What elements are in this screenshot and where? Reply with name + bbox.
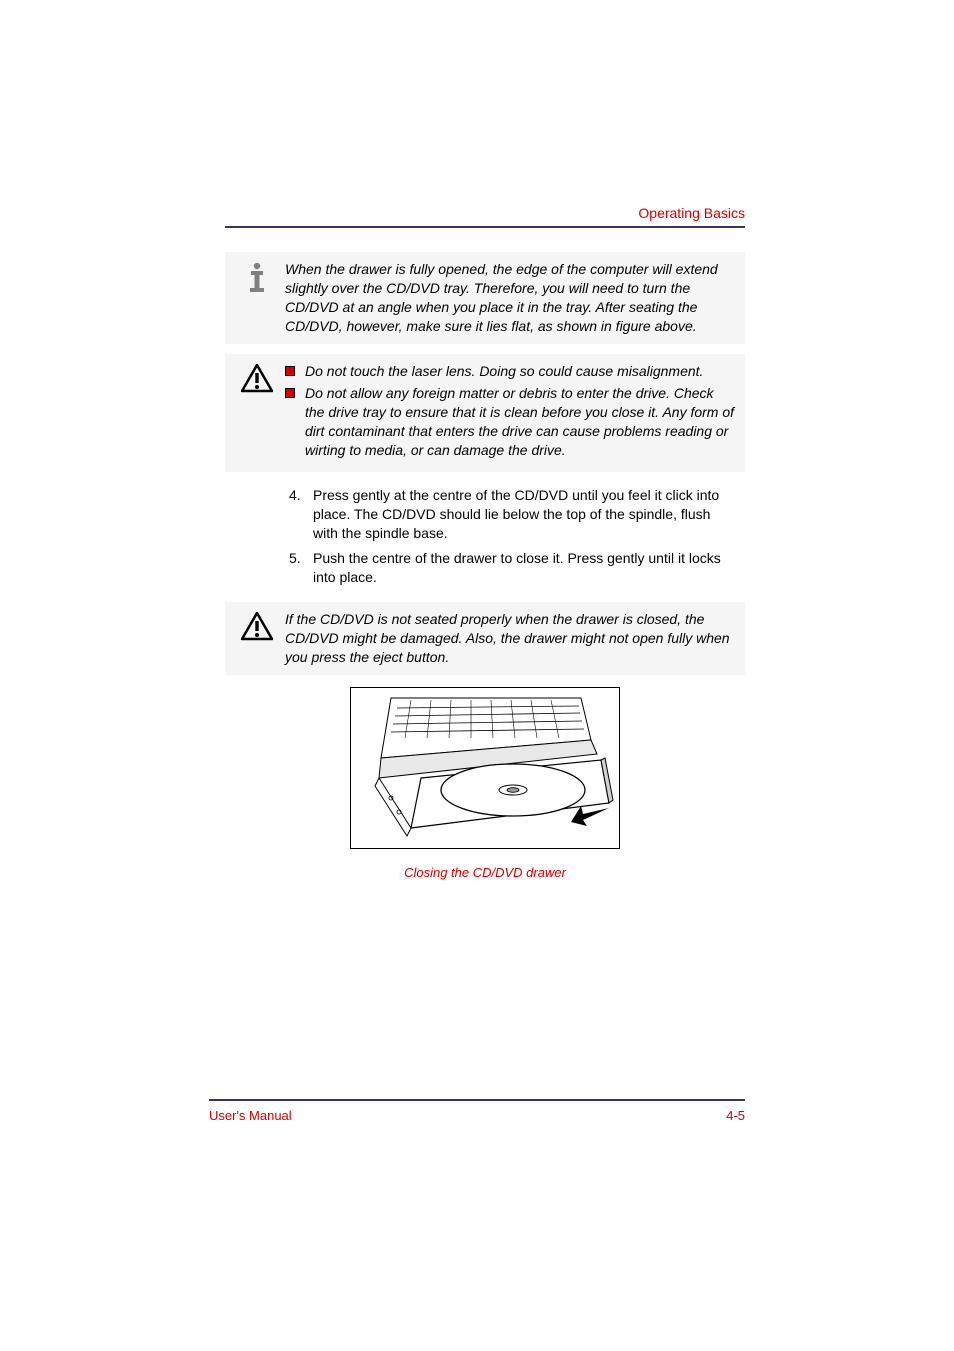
warning-1-item-text: Do not touch the laser lens. Doing so co…	[305, 362, 735, 381]
warning-1-item: Do not touch the laser lens. Doing so co…	[285, 362, 735, 381]
footer-left: User's Manual	[209, 1108, 292, 1123]
manual-page: Operating Basics When the drawer is full…	[0, 0, 954, 1351]
step-number: 4.	[289, 486, 313, 543]
warning-2-text: If the CD/DVD is not seated properly whe…	[285, 610, 735, 667]
warning-1-item: Do not allow any foreign matter or debri…	[285, 384, 735, 460]
bullet-icon	[285, 366, 295, 376]
numbered-steps: 4. Press gently at the centre of the CD/…	[225, 482, 745, 602]
warning-icon	[229, 610, 285, 642]
figure-caption: Closing the CD/DVD drawer	[225, 865, 745, 880]
bullet-icon	[285, 388, 295, 398]
warning-callout-2: If the CD/DVD is not seated properly whe…	[225, 602, 745, 675]
step-item: 4. Press gently at the centre of the CD/…	[289, 486, 735, 543]
warning-1-list: Do not touch the laser lens. Doing so co…	[285, 362, 735, 460]
info-text: When the drawer is fully opened, the edg…	[285, 260, 735, 336]
info-callout: When the drawer is fully opened, the edg…	[225, 252, 745, 344]
warning-icon	[229, 362, 285, 394]
page-content: When the drawer is fully opened, the edg…	[225, 252, 745, 880]
info-icon	[229, 260, 285, 294]
warning-callout-1: Do not touch the laser lens. Doing so co…	[225, 354, 745, 472]
header-rule	[225, 226, 745, 228]
step-item: 5. Push the centre of the drawer to clos…	[289, 549, 735, 587]
warning-1-item-text: Do not allow any foreign matter or debri…	[305, 384, 735, 460]
header-section-label: Operating Basics	[638, 205, 745, 221]
step-text: Push the centre of the drawer to close i…	[313, 549, 735, 587]
figure-illustration	[350, 687, 620, 849]
footer-page-number: 4-5	[726, 1108, 745, 1123]
warning-1-body: Do not touch the laser lens. Doing so co…	[285, 362, 735, 464]
footer-rule	[209, 1099, 745, 1101]
figure-wrap: Closing the CD/DVD drawer	[225, 687, 745, 880]
step-text: Press gently at the centre of the CD/DVD…	[313, 486, 735, 543]
step-number: 5.	[289, 549, 313, 587]
